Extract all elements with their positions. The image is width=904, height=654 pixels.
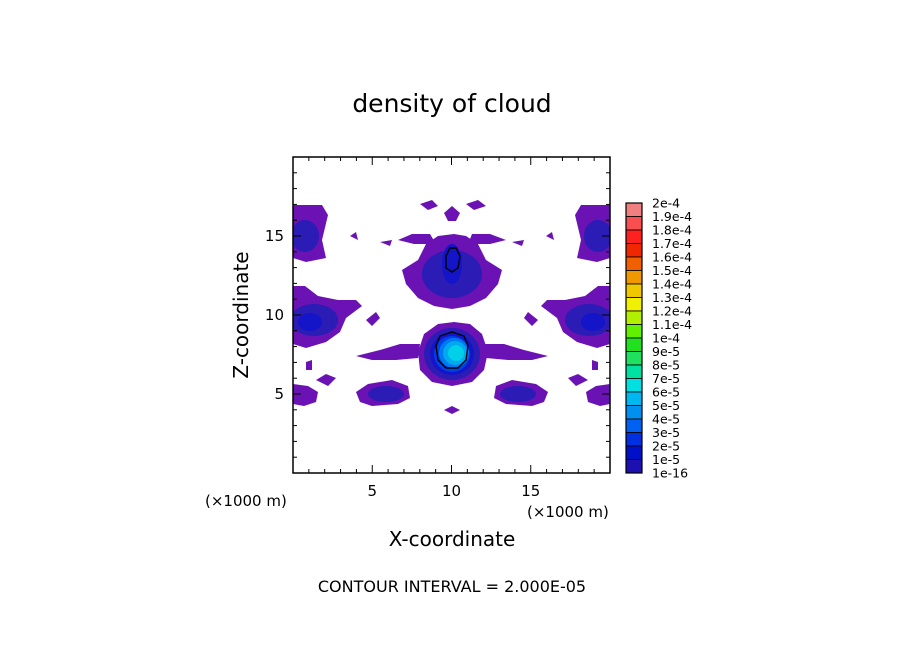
colorbar-swatch: [625, 351, 643, 366]
colorbar-swatch: [625, 445, 643, 460]
chart-title: density of cloud: [352, 89, 551, 118]
contour-interval-note: CONTOUR INTERVAL = 2.000E-05: [318, 577, 586, 596]
y-tick-label: 10: [265, 306, 284, 324]
y-tick-label: 15: [265, 227, 284, 245]
colorbar-swatch: [625, 310, 643, 325]
colorbar-label: 2e-4: [652, 196, 680, 211]
cloud-core-center-6: [448, 345, 464, 361]
colorbar-swatch: [625, 202, 643, 217]
colorbar-swatch: [625, 229, 643, 244]
colorbar-label: 1.6e-4: [652, 250, 692, 265]
x-tick-label: 10: [442, 482, 461, 500]
colorbar-swatch: [625, 337, 643, 352]
colorbar-label: 1.7e-4: [652, 236, 692, 251]
x-axis-label: X-coordinate: [389, 527, 516, 551]
colorbar-label: 3e-5: [652, 425, 680, 440]
colorbar-label: 5e-5: [652, 398, 680, 413]
cloud-core-left-upper: [293, 220, 319, 252]
colorbar-label: 8e-5: [652, 358, 680, 373]
contour-top: [445, 247, 461, 273]
axis-ticks: [293, 157, 610, 473]
y-tick-label: 5: [274, 385, 284, 403]
colorbar-label: 1.3e-4: [652, 290, 692, 305]
colorbar-swatch: [625, 378, 643, 393]
cloud-region-left-edge-low: [293, 374, 336, 406]
colorbar-label: 1e-16: [652, 466, 688, 481]
colorbar-swatch: [625, 391, 643, 406]
colorbar-label: 1.1e-4: [652, 317, 692, 332]
colorbar-swatch: [625, 216, 643, 231]
colorbar-label: 2e-5: [652, 439, 680, 454]
x-tick-label: 15: [521, 482, 540, 500]
cloud-region-top-cap: [444, 206, 460, 221]
colorbar-swatch: [625, 270, 643, 285]
cloud-core-right-mid-2: [581, 313, 605, 331]
x-tick-label: 5: [367, 482, 377, 500]
colorbar-swatch: [625, 297, 643, 312]
colorbar-label: 1e-4: [652, 331, 680, 346]
cloud-region-top-band: [398, 234, 506, 244]
cloud-region-right-edge-low: [568, 374, 610, 406]
colorbar-swatch: [625, 324, 643, 339]
cloud-core-right-upper: [584, 220, 610, 252]
colorbar-swatch: [625, 405, 643, 420]
cloud-region-bottom-dot: [444, 406, 460, 414]
y-tick-labels: 5 10 15: [265, 227, 284, 403]
colorbar-label: 4e-5: [652, 412, 680, 427]
colorbar-swatch: [625, 364, 643, 379]
colorbar-label: 6e-5: [652, 385, 680, 400]
colorbar-label: 1.9e-4: [652, 209, 692, 224]
colorbar-swatch: [625, 256, 643, 271]
colorbar-label: 1e-5: [652, 452, 680, 467]
colorbar-label: 1.8e-4: [652, 223, 692, 238]
colorbar-label: 1.5e-4: [652, 263, 692, 278]
cloud-core-left-low: [368, 386, 404, 402]
colorbar-label: 1.2e-4: [652, 304, 692, 319]
colorbar-label: 1.4e-4: [652, 277, 692, 292]
x-unit-label: (×1000 m): [527, 503, 609, 521]
x-tick-labels: 5 10 15: [367, 482, 540, 500]
cloud-core-right-low: [500, 386, 536, 402]
contour-center: [435, 331, 469, 369]
cloud-core-left-mid-2: [298, 313, 322, 331]
colorbar-frame: [625, 202, 643, 474]
colorbar-label: 7e-5: [652, 371, 680, 386]
colorbar-swatch: [625, 459, 643, 474]
colorbar-swatch: [625, 283, 643, 298]
colorbar-swatch: [625, 243, 643, 258]
cloud-density-field: [293, 200, 610, 414]
y-axis-label: Z-coordinate: [229, 251, 253, 378]
colorbar-swatch: [625, 418, 643, 433]
cloud-region-center-arms: [356, 344, 548, 360]
colorbar: 2e-41.9e-41.8e-41.7e-41.6e-41.5e-41.4e-4…: [625, 196, 692, 481]
z-unit-label: (×1000 m): [205, 492, 287, 510]
colorbar-label: 9e-5: [652, 344, 680, 359]
colorbar-swatch: [625, 432, 643, 447]
